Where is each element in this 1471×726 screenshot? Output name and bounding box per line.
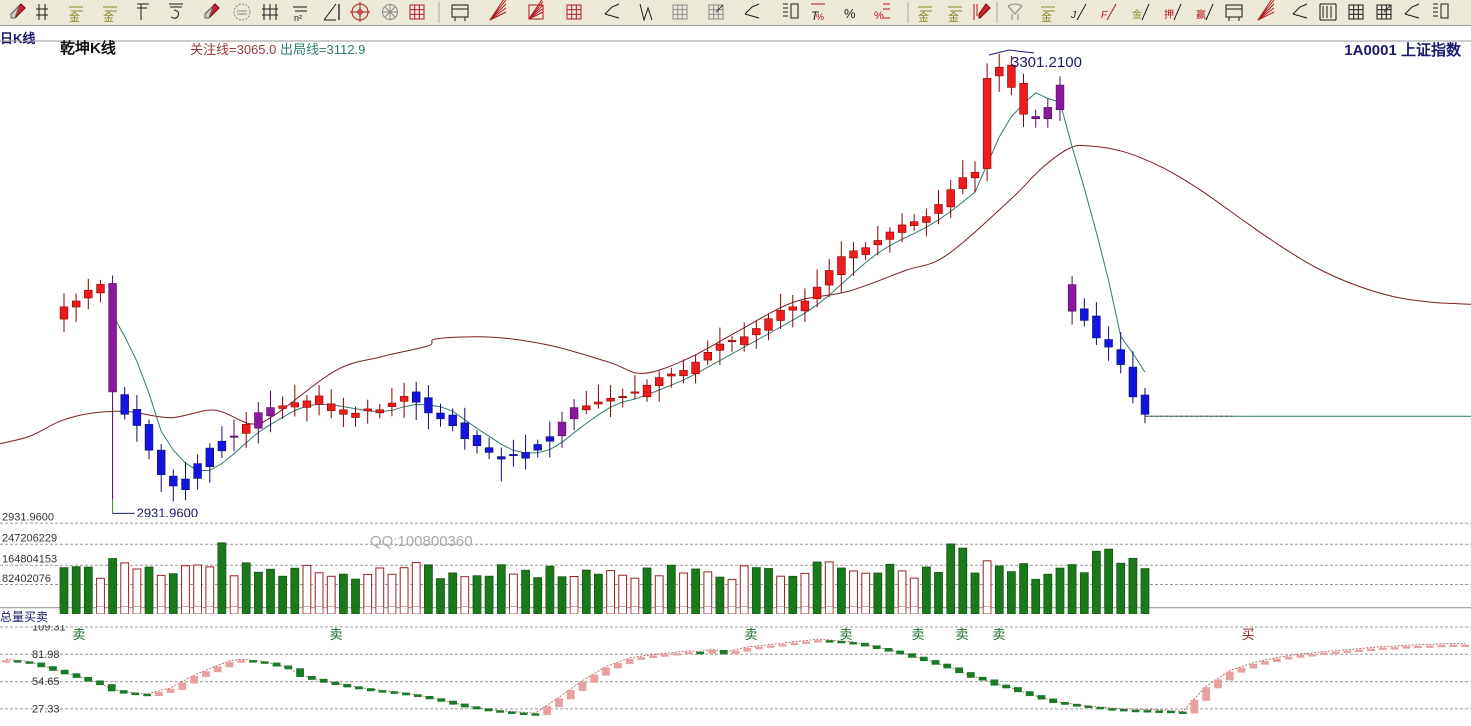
svg-text:卖: 卖 <box>72 627 85 642</box>
svg-text:卖: 卖 <box>744 627 757 642</box>
svg-text:卖: 卖 <box>329 627 342 642</box>
svg-text:押: 押 <box>1164 8 1174 21</box>
svg-text:金: 金 <box>948 10 959 24</box>
svg-text:%: % <box>816 12 824 22</box>
svg-text:164804153: 164804153 <box>2 554 57 566</box>
svg-text:金: 金 <box>1041 10 1052 24</box>
svg-text:赢: 赢 <box>1196 8 1206 21</box>
svg-text:n²: n² <box>294 13 302 23</box>
svg-text:卖: 卖 <box>992 627 1005 642</box>
svg-text:金: 金 <box>69 10 80 24</box>
svg-text:买: 买 <box>1241 627 1254 642</box>
svg-text:金: 金 <box>918 10 929 24</box>
svg-text:卖: 卖 <box>911 627 924 642</box>
svg-text:%: % <box>874 10 884 22</box>
svg-text:81.98: 81.98 <box>32 649 60 661</box>
svg-text:247206229: 247206229 <box>2 533 57 545</box>
svg-text:金: 金 <box>1132 8 1142 21</box>
svg-text:3301.2100: 3301.2100 <box>1011 54 1082 71</box>
svg-text:金: 金 <box>103 10 114 24</box>
svg-text:27.33: 27.33 <box>32 703 60 715</box>
svg-text:QQ:100800360: QQ:100800360 <box>370 533 473 550</box>
svg-text:卖: 卖 <box>955 627 968 642</box>
svg-text:109.31: 109.31 <box>32 625 66 634</box>
svg-text:J: J <box>1070 10 1077 21</box>
svg-text:卖: 卖 <box>839 627 852 642</box>
svg-text:82402076: 82402076 <box>2 573 51 585</box>
svg-text:54.65: 54.65 <box>32 676 60 688</box>
svg-text:2931.9600: 2931.9600 <box>2 512 54 524</box>
svg-text:%: % <box>844 6 856 21</box>
